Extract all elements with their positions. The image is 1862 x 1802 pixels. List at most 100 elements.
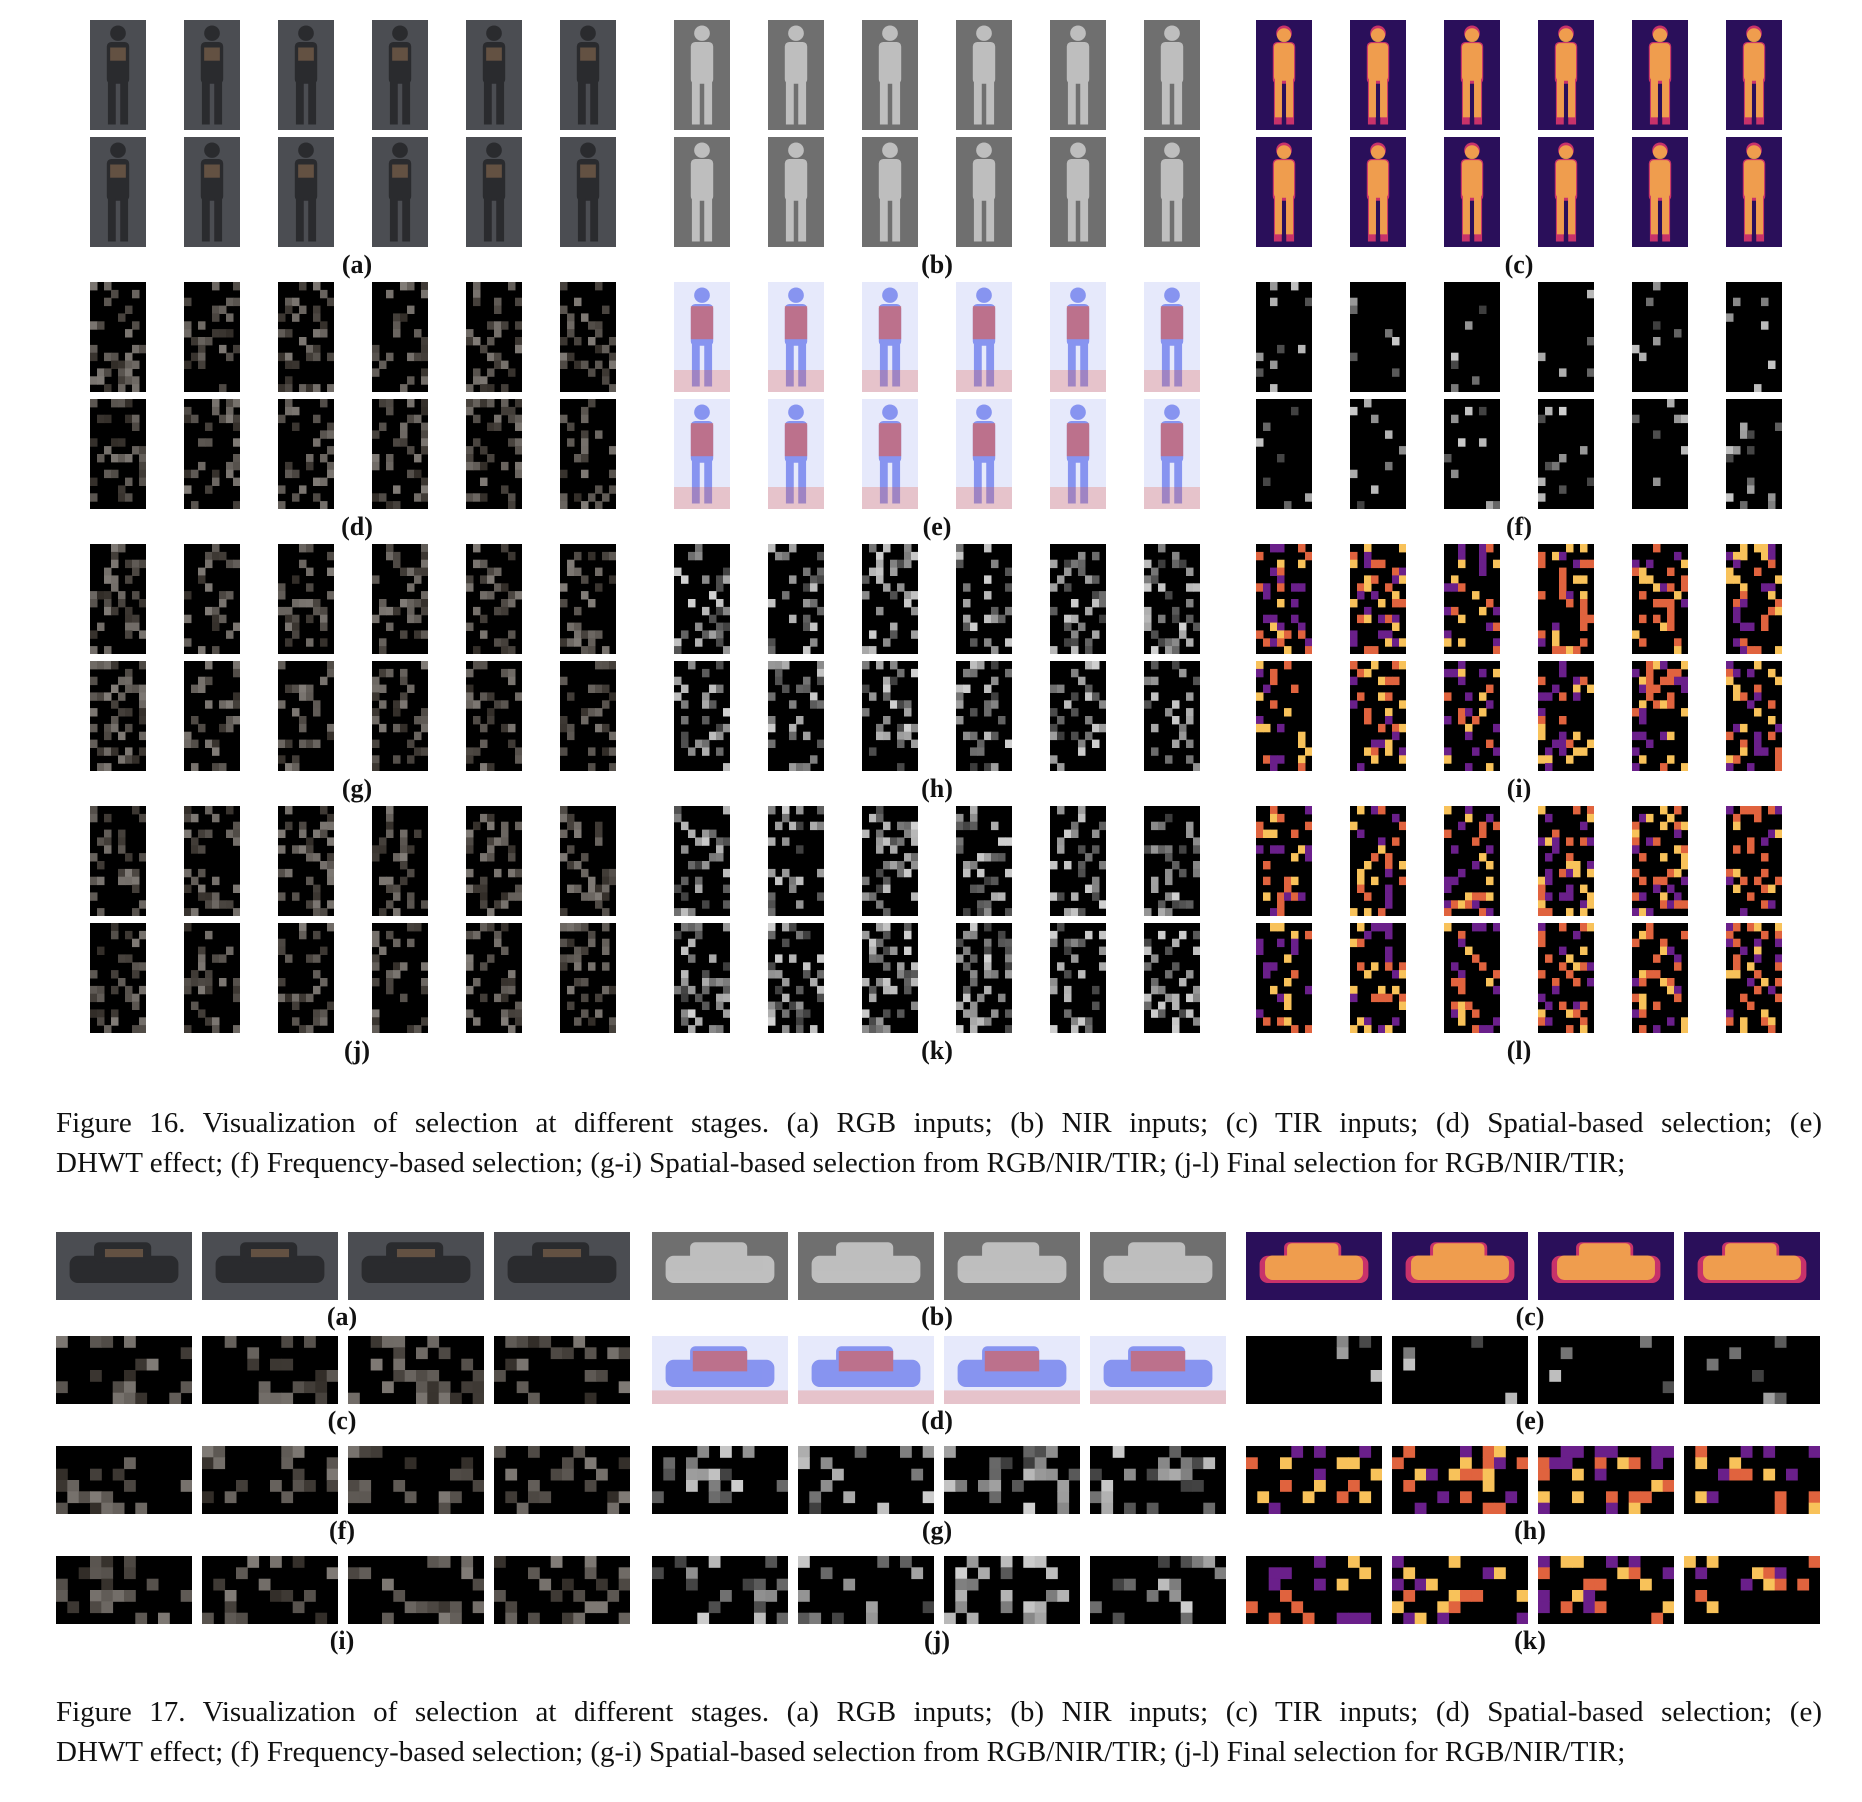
fig16-image-tile [1144, 923, 1201, 1034]
fig16-image-tile [1538, 661, 1595, 772]
fig17-image-tile [1090, 1336, 1226, 1404]
fig16-image-tile [1050, 806, 1107, 917]
fig16-image-tile [1350, 923, 1407, 1034]
fig16-image-tile [1350, 544, 1407, 655]
fig17-image-tile [348, 1232, 484, 1300]
fig16-image-tile [674, 806, 731, 917]
fig16-panel-label: (g) [341, 774, 373, 803]
fig16-image-tile [674, 923, 731, 1034]
fig17-panel-label: (j) [924, 1626, 950, 1655]
fig16-image-tile [372, 282, 429, 393]
fig16-image-tile [1726, 282, 1782, 393]
fig16-image-tile [1444, 20, 1500, 130]
fig16-image-tile [768, 20, 824, 130]
fig17-image-tile [944, 1556, 1080, 1625]
fig16-image-tile [560, 923, 617, 1034]
fig17-image-tile [348, 1336, 485, 1405]
fig17-panel-label: (h) [1514, 1516, 1546, 1545]
fig16-image-tile [1256, 544, 1313, 655]
fig16-panel-label: (b) [921, 250, 953, 279]
fig17-image-tile [494, 1446, 631, 1515]
fig16-image-tile [674, 544, 731, 655]
fig17-image-tile [798, 1232, 934, 1300]
fig17-image-tile [944, 1446, 1081, 1515]
fig16-panel-label: (a) [341, 250, 373, 279]
fig16-image-tile [466, 20, 522, 130]
fig16-image-tile [956, 544, 1013, 655]
fig17-image-tile [348, 1446, 485, 1515]
fig17-panel-label: (f) [329, 1516, 355, 1545]
fig16-image-tile [1256, 923, 1313, 1034]
fig17-image-tile [652, 1556, 789, 1625]
fig16-image-tile [674, 399, 730, 509]
fig16-image-tile [1726, 661, 1783, 772]
fig16-image-tile [1144, 399, 1200, 509]
fig16-image-tile [184, 544, 241, 655]
fig16-image-tile [1444, 137, 1500, 247]
fig16-image-tile [466, 544, 523, 655]
fig17-image-tile [1392, 1336, 1528, 1405]
fig16-image-tile [372, 137, 428, 247]
fig16-image-tile [1444, 661, 1501, 772]
fig16-image-tile [956, 399, 1012, 509]
fig16-image-tile [1256, 399, 1313, 510]
fig17-image-tile [494, 1556, 631, 1625]
fig16-image-tile [90, 806, 147, 917]
fig16-image-tile [1256, 661, 1313, 772]
fig16-image-tile [956, 806, 1013, 917]
fig16-image-tile [466, 282, 523, 393]
figure-16-caption-line-2: DHWT effect; (f) Frequency-based selecti… [56, 1147, 1626, 1179]
fig16-image-tile [674, 282, 730, 392]
fig16-image-tile [184, 399, 241, 510]
fig16-image-tile [1444, 806, 1501, 917]
fig16-image-tile [1538, 20, 1594, 130]
fig16-image-tile [862, 137, 918, 247]
fig17-image-tile [1684, 1232, 1820, 1300]
fig16-image-tile [278, 923, 335, 1034]
fig16-image-tile [862, 399, 918, 509]
fig17-image-tile [56, 1556, 193, 1625]
fig16-image-tile [1350, 20, 1406, 130]
fig16-panel-label: (k) [921, 1036, 953, 1065]
fig16-image-tile [1632, 661, 1689, 772]
fig16-image-tile [1350, 282, 1406, 392]
fig17-image-tile [1392, 1556, 1529, 1625]
fig17-image-tile [1684, 1336, 1820, 1405]
fig16-image-tile [1050, 20, 1106, 130]
fig16-image-tile [184, 282, 241, 393]
fig16-image-tile [1632, 806, 1689, 917]
fig16-image-tile [1444, 399, 1501, 510]
fig17-image-tile [202, 1232, 338, 1300]
fig16-image-tile [1632, 399, 1689, 509]
fig16-panel-label: (d) [341, 512, 373, 541]
fig16-image-tile [560, 20, 616, 130]
fig17-image-tile [1246, 1336, 1383, 1404]
fig16-image-tile [768, 282, 824, 392]
fig16-image-tile [560, 661, 617, 772]
fig16-image-tile [1632, 137, 1688, 247]
fig16-image-tile [1632, 923, 1689, 1034]
figure-16-caption-line-1: Figure 16. Visualization of selection at… [56, 1107, 1822, 1139]
fig17-image-tile [1684, 1556, 1821, 1624]
fig16-image-tile [674, 661, 731, 772]
fig16-image-tile [1350, 661, 1407, 772]
fig16-image-tile [1726, 137, 1782, 247]
fig16-image-tile [1726, 20, 1782, 130]
fig16-image-tile [1538, 282, 1595, 392]
fig17-panel-label: (k) [1514, 1626, 1546, 1655]
fig17-image-tile [56, 1232, 192, 1300]
fig17-image-tile [1392, 1232, 1528, 1300]
fig16-image-tile [90, 282, 147, 393]
fig16-image-tile [90, 923, 147, 1034]
fig16-image-tile [466, 923, 523, 1034]
fig17-image-tile [1090, 1556, 1227, 1625]
fig16-image-tile [1144, 282, 1200, 392]
fig16-image-tile [1144, 661, 1201, 772]
fig17-image-tile [798, 1336, 934, 1404]
fig16-image-tile [768, 661, 825, 772]
fig16-image-tile [956, 282, 1012, 392]
fig17-image-tile [1538, 1446, 1675, 1515]
fig16-image-tile [1632, 544, 1689, 655]
fig16-image-tile [560, 399, 617, 510]
fig16-image-tile [278, 544, 335, 654]
